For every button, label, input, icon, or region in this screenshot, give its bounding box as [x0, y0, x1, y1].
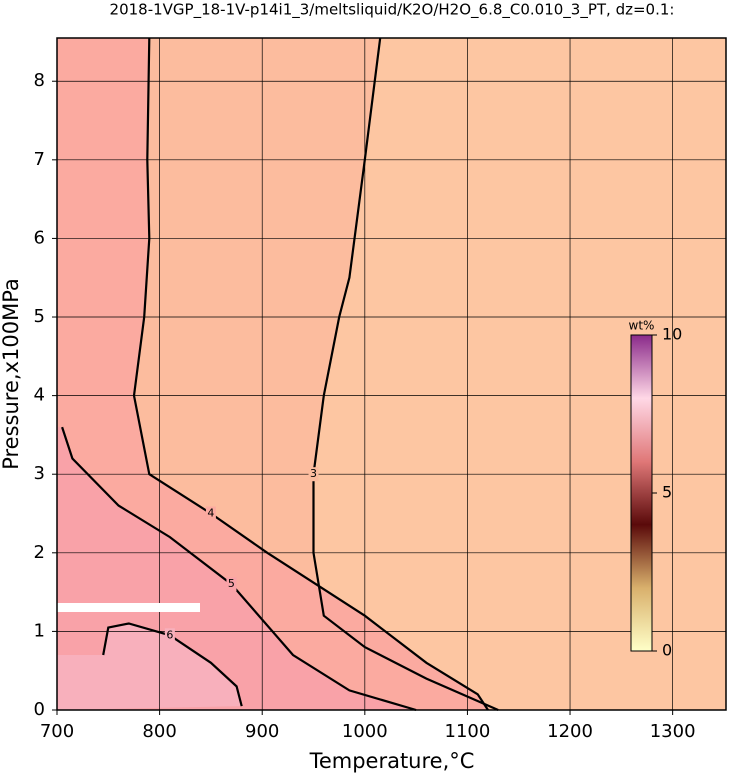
x-tick-label: 1100: [445, 721, 491, 742]
plot-frame: [56, 37, 727, 711]
contour-label-bg: [164, 628, 175, 643]
contour-line: [61, 426, 417, 712]
y-tick-label: 6: [34, 227, 45, 248]
colorbar-tick-label: 0: [662, 641, 672, 660]
x-tick-label: 800: [142, 721, 176, 742]
x-axis-label: Temperature,°C: [309, 749, 475, 773]
y-tick-label: 3: [34, 463, 45, 484]
contours: 3 4 5 6: [61, 37, 499, 712]
contour-label: 3: [310, 467, 317, 480]
x-tick-label: 1200: [547, 721, 593, 742]
regions: [57, 38, 726, 710]
y-axis-label: Pressure,x100MPa: [0, 278, 23, 470]
colorbar-tick-label: 5: [662, 483, 672, 502]
x-tick-label: 900: [245, 721, 279, 742]
colorbar-tick-label: 10: [662, 325, 682, 344]
y-tick-label: 7: [34, 149, 45, 170]
contour-label: 5: [228, 577, 235, 590]
chart-title: 2018-1VGP_18-1V-p14i1_3/meltsliquid/K2O/…: [110, 1, 675, 20]
y-tick-label: 1: [34, 620, 45, 641]
y-tick-label: 5: [34, 306, 45, 327]
colorbar-title: wt%: [629, 319, 655, 333]
y-tick-label: 8: [34, 70, 45, 91]
y-tick-label: 2: [34, 542, 45, 563]
contour-label: 4: [207, 507, 214, 520]
contour-label-bg: [226, 577, 237, 592]
contour-region: [57, 623, 242, 710]
x-tick-label: 700: [40, 721, 74, 742]
contour-label-bg: [205, 506, 216, 521]
y-tick-label: 0: [34, 699, 45, 720]
y-tick-label: 4: [34, 385, 45, 406]
colorbar: [630, 334, 653, 652]
marker-bar: [57, 603, 200, 612]
x-tick-label: 1300: [650, 721, 696, 742]
x-tick-label: 1000: [342, 721, 388, 742]
contour-line: [132, 37, 489, 711]
contour-label-bg: [308, 467, 319, 482]
contour-label: 6: [166, 628, 173, 641]
